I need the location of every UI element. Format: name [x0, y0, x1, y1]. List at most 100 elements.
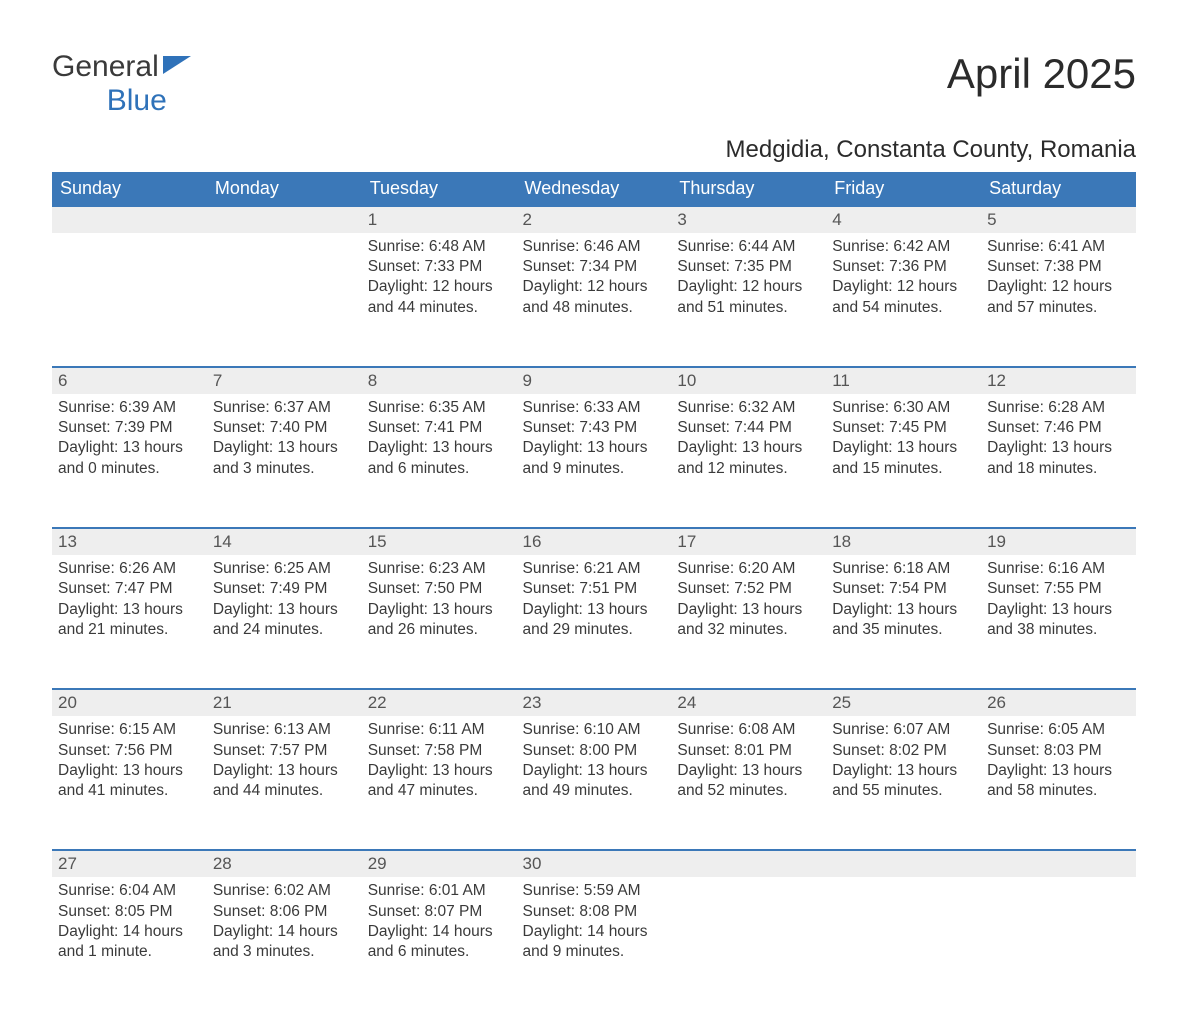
daynum-row: 13141516171819: [52, 528, 1136, 555]
day-number-cell: 15: [362, 528, 517, 555]
content-row: Sunrise: 6:48 AMSunset: 7:33 PMDaylight:…: [52, 233, 1136, 367]
daylight-text: Daylight: 13 hours and 47 minutes.: [368, 761, 511, 801]
sunset-text: Sunset: 7:40 PM: [213, 418, 356, 438]
sunrise-text: Sunrise: 6:08 AM: [677, 720, 820, 740]
sunset-text: Sunset: 7:56 PM: [58, 741, 201, 761]
day-content-cell: Sunrise: 6:35 AMSunset: 7:41 PMDaylight:…: [362, 394, 517, 528]
sunrise-text: Sunrise: 6:18 AM: [832, 559, 975, 579]
day-number-cell: 13: [52, 528, 207, 555]
day-number-cell: 18: [826, 528, 981, 555]
day-content-cell: Sunrise: 6:07 AMSunset: 8:02 PMDaylight:…: [826, 716, 981, 850]
sunset-text: Sunset: 8:05 PM: [58, 902, 201, 922]
day-content-cell: Sunrise: 6:32 AMSunset: 7:44 PMDaylight:…: [671, 394, 826, 528]
sunrise-text: Sunrise: 6:35 AM: [368, 398, 511, 418]
sunset-text: Sunset: 7:35 PM: [677, 257, 820, 277]
day-content-cell: Sunrise: 6:26 AMSunset: 7:47 PMDaylight:…: [52, 555, 207, 689]
daylight-text: Daylight: 13 hours and 21 minutes.: [58, 600, 201, 640]
sunset-text: Sunset: 7:33 PM: [368, 257, 511, 277]
sunrise-text: Sunrise: 6:26 AM: [58, 559, 201, 579]
day-number-cell: [207, 206, 362, 233]
daylight-text: Daylight: 13 hours and 35 minutes.: [832, 600, 975, 640]
day-number-cell: 29: [362, 850, 517, 877]
day-number-cell: 22: [362, 689, 517, 716]
sunrise-text: Sunrise: 6:32 AM: [677, 398, 820, 418]
sunrise-text: Sunrise: 6:41 AM: [987, 237, 1130, 257]
day-number-cell: 4: [826, 206, 981, 233]
sunset-text: Sunset: 8:01 PM: [677, 741, 820, 761]
sunrise-text: Sunrise: 6:11 AM: [368, 720, 511, 740]
sunset-text: Sunset: 7:46 PM: [987, 418, 1130, 438]
weekday-header: Sunday: [52, 172, 207, 206]
day-content-cell: [826, 877, 981, 1011]
day-content-cell: Sunrise: 6:46 AMSunset: 7:34 PMDaylight:…: [517, 233, 672, 367]
day-content-cell: Sunrise: 6:44 AMSunset: 7:35 PMDaylight:…: [671, 233, 826, 367]
sunset-text: Sunset: 7:36 PM: [832, 257, 975, 277]
day-number-cell: 8: [362, 367, 517, 394]
day-content-cell: Sunrise: 6:39 AMSunset: 7:39 PMDaylight:…: [52, 394, 207, 528]
daylight-text: Daylight: 13 hours and 3 minutes.: [213, 438, 356, 478]
sunrise-text: Sunrise: 6:04 AM: [58, 881, 201, 901]
day-number-cell: 6: [52, 367, 207, 394]
day-content-cell: Sunrise: 6:23 AMSunset: 7:50 PMDaylight:…: [362, 555, 517, 689]
day-content-cell: Sunrise: 6:41 AMSunset: 7:38 PMDaylight:…: [981, 233, 1136, 367]
brand-logo: General: [52, 50, 191, 84]
daylight-text: Daylight: 13 hours and 49 minutes.: [523, 761, 666, 801]
day-content-cell: [671, 877, 826, 1011]
day-content-cell: Sunrise: 6:42 AMSunset: 7:36 PMDaylight:…: [826, 233, 981, 367]
sunset-text: Sunset: 7:44 PM: [677, 418, 820, 438]
weekday-header: Tuesday: [362, 172, 517, 206]
daylight-text: Daylight: 13 hours and 58 minutes.: [987, 761, 1130, 801]
sunset-text: Sunset: 7:43 PM: [523, 418, 666, 438]
sunrise-text: Sunrise: 6:37 AM: [213, 398, 356, 418]
day-content-cell: Sunrise: 6:10 AMSunset: 8:00 PMDaylight:…: [517, 716, 672, 850]
day-content-cell: Sunrise: 6:13 AMSunset: 7:57 PMDaylight:…: [207, 716, 362, 850]
sunset-text: Sunset: 7:50 PM: [368, 579, 511, 599]
sunrise-text: Sunrise: 6:23 AM: [368, 559, 511, 579]
sunset-text: Sunset: 7:38 PM: [987, 257, 1130, 277]
sunset-text: Sunset: 7:49 PM: [213, 579, 356, 599]
day-content-cell: [52, 233, 207, 367]
daylight-text: Daylight: 13 hours and 6 minutes.: [368, 438, 511, 478]
sunset-text: Sunset: 7:34 PM: [523, 257, 666, 277]
day-number-cell: [52, 206, 207, 233]
day-number-cell: 30: [517, 850, 672, 877]
sunrise-text: Sunrise: 6:07 AM: [832, 720, 975, 740]
sunrise-text: Sunrise: 6:33 AM: [523, 398, 666, 418]
daylight-text: Daylight: 13 hours and 41 minutes.: [58, 761, 201, 801]
sunset-text: Sunset: 8:02 PM: [832, 741, 975, 761]
daylight-text: Daylight: 13 hours and 38 minutes.: [987, 600, 1130, 640]
sunset-text: Sunset: 7:47 PM: [58, 579, 201, 599]
day-content-cell: Sunrise: 6:20 AMSunset: 7:52 PMDaylight:…: [671, 555, 826, 689]
day-number-cell: 10: [671, 367, 826, 394]
sunset-text: Sunset: 7:54 PM: [832, 579, 975, 599]
day-content-cell: Sunrise: 6:48 AMSunset: 7:33 PMDaylight:…: [362, 233, 517, 367]
daylight-text: Daylight: 13 hours and 44 minutes.: [213, 761, 356, 801]
daylight-text: Daylight: 14 hours and 3 minutes.: [213, 922, 356, 962]
daylight-text: Daylight: 12 hours and 54 minutes.: [832, 277, 975, 317]
day-number-cell: 14: [207, 528, 362, 555]
daylight-text: Daylight: 12 hours and 48 minutes.: [523, 277, 666, 317]
day-content-cell: Sunrise: 6:11 AMSunset: 7:58 PMDaylight:…: [362, 716, 517, 850]
sunrise-text: Sunrise: 6:15 AM: [58, 720, 201, 740]
sunset-text: Sunset: 7:55 PM: [987, 579, 1130, 599]
weekday-header: Friday: [826, 172, 981, 206]
sunrise-text: Sunrise: 6:10 AM: [523, 720, 666, 740]
daylight-text: Daylight: 13 hours and 15 minutes.: [832, 438, 975, 478]
content-row: Sunrise: 6:04 AMSunset: 8:05 PM Daylight:…: [52, 877, 1136, 1011]
sunrise-text: Sunrise: 5:59 AM: [523, 881, 666, 901]
day-number-cell: 5: [981, 206, 1136, 233]
daylight-text: Daylight: 13 hours and 18 minutes.: [987, 438, 1130, 478]
day-content-cell: Sunrise: 6:16 AMSunset: 7:55 PMDaylight:…: [981, 555, 1136, 689]
daynum-row: 12345: [52, 206, 1136, 233]
day-number-cell: 21: [207, 689, 362, 716]
sunrise-text: Sunrise: 6:42 AM: [832, 237, 975, 257]
sunrise-text: Sunrise: 6:46 AM: [523, 237, 666, 257]
day-number-cell: 28: [207, 850, 362, 877]
brand-part1: General: [52, 50, 159, 84]
day-number-cell: 20: [52, 689, 207, 716]
sunrise-text: Sunrise: 6:01 AM: [368, 881, 511, 901]
day-content-cell: Sunrise: 6:18 AMSunset: 7:54 PMDaylight:…: [826, 555, 981, 689]
sunset-text: Sunset: 8:06 PM: [213, 902, 356, 922]
day-number-cell: 23: [517, 689, 672, 716]
daylight-text: Daylight: 12 hours and 51 minutes.: [677, 277, 820, 317]
